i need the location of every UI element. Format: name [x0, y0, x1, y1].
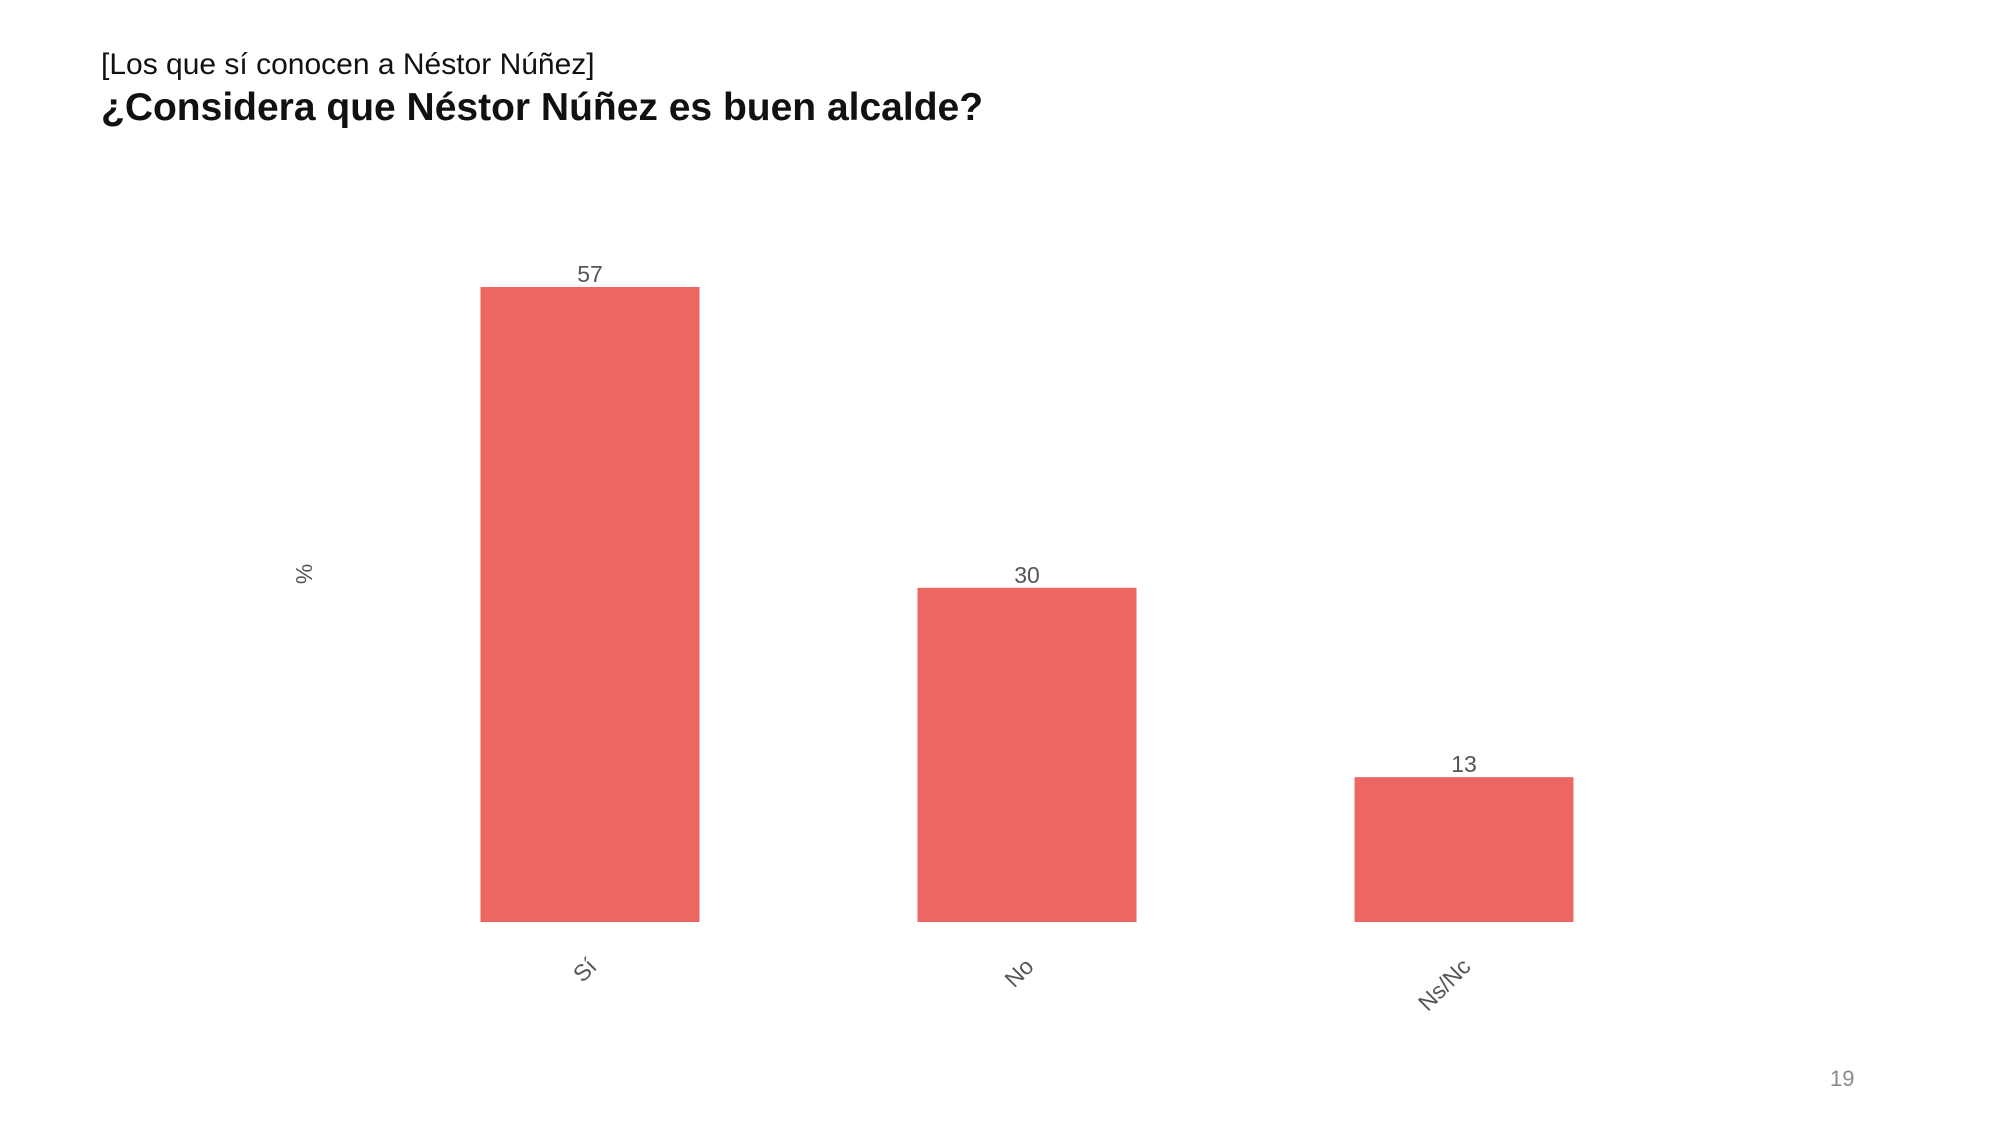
chart-subtitle: [Los que sí conocen a Néstor Núñez] — [101, 48, 595, 81]
bar-0 — [480, 287, 700, 922]
x-tick-label-0: Sí — [568, 953, 602, 987]
bar-1 — [917, 587, 1137, 922]
chart-title: ¿Considera que Néstor Núñez es buen alca… — [101, 86, 984, 129]
bars-group — [480, 287, 1574, 922]
y-axis-label: % — [291, 564, 317, 584]
bar-value-label-0: 57 — [577, 261, 603, 287]
bar-value-label-1: 30 — [1014, 562, 1040, 588]
bar-labels-group: 57 30 13 — [577, 261, 1477, 777]
bar-2 — [1354, 777, 1574, 922]
bar-value-label-2: 13 — [1451, 751, 1477, 777]
x-tick-label-1: No — [999, 953, 1038, 992]
x-tick-label-2: Ns/Nc — [1413, 953, 1476, 1016]
x-tick-labels-group: Sí No Ns/Nc — [568, 953, 1476, 1016]
page-number: 19 — [1830, 1066, 1855, 1091]
